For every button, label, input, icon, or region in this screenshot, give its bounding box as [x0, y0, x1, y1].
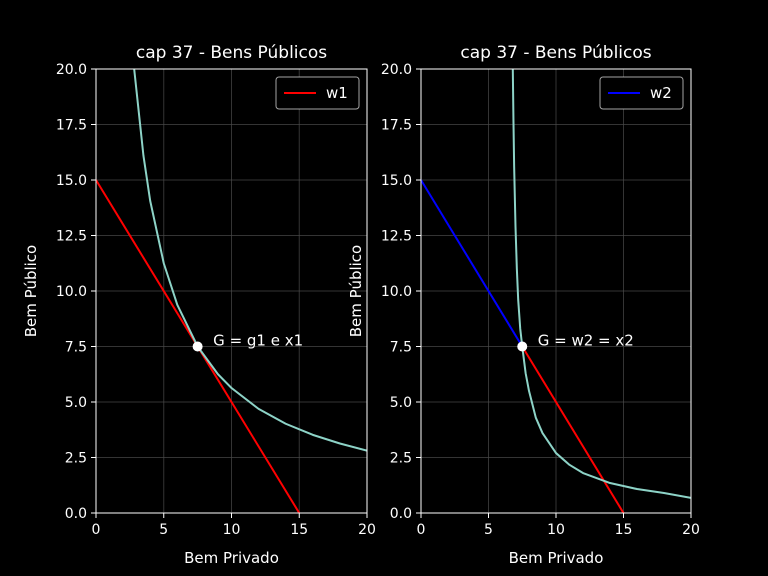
x-tick-label: 20	[682, 522, 700, 538]
x-tick-label: 10	[547, 522, 565, 538]
annotation-text: G = g1 e x1	[213, 332, 303, 350]
legend-label: w1	[326, 84, 348, 102]
y-axis-label: Bem Público	[347, 245, 365, 337]
indifference-curve	[511, 69, 691, 499]
x-tick-label: 5	[484, 522, 493, 538]
y-tick-label: 0.0	[65, 506, 87, 522]
x-tick-label: 0	[92, 522, 101, 538]
y-tick-label: 20.0	[56, 62, 87, 78]
equilibrium-point	[192, 341, 203, 352]
y-tick-label: 5.0	[390, 395, 412, 411]
x-axis-label: Bem Privado	[184, 549, 279, 567]
chart-title: cap 37 - Bens Públicos	[136, 43, 327, 63]
x-tick-label: 0	[417, 522, 426, 538]
x-tick-label: 10	[223, 522, 241, 538]
annotation-text: G = w2 = x2	[538, 332, 634, 350]
y-tick-label: 2.5	[65, 451, 87, 467]
y-tick-label: 7.5	[65, 340, 87, 356]
x-axis-label: Bem Privado	[509, 549, 604, 567]
y-tick-label: 15.0	[381, 173, 412, 189]
y-tick-label: 20.0	[381, 62, 412, 78]
y-axis-label: Bem Público	[22, 245, 40, 337]
series-line-segment-0	[521, 345, 625, 513]
y-tick-label: 0.0	[390, 506, 412, 522]
legend: w1	[275, 76, 360, 110]
legend-box	[599, 76, 684, 110]
legend-box	[275, 76, 360, 110]
y-tick-label: 7.5	[390, 340, 412, 356]
y-tick-label: 17.5	[381, 118, 412, 134]
legend-label: w2	[650, 84, 672, 102]
y-tick-label: 17.5	[56, 118, 87, 134]
series-line-w2	[421, 179, 524, 348]
y-tick-label: 2.5	[390, 451, 412, 467]
indifference-curve	[133, 69, 367, 452]
plot-area	[421, 69, 691, 513]
chart-title: cap 37 - Bens Públicos	[460, 43, 651, 63]
y-tick-label: 10.0	[56, 284, 87, 300]
x-tick-label: 15	[615, 522, 633, 538]
legend: w2	[599, 76, 684, 110]
y-tick-label: 12.5	[381, 229, 412, 245]
x-tick-label: 15	[290, 522, 308, 538]
x-tick-label: 5	[159, 522, 168, 538]
y-tick-label: 5.0	[65, 395, 87, 411]
y-tick-label: 15.0	[56, 173, 87, 189]
x-tick-label: 20	[358, 522, 376, 538]
y-tick-label: 10.0	[381, 284, 412, 300]
equilibrium-point	[517, 341, 528, 352]
chart-panel-2: G = w2 = x2 0 5 10 15 20 0.0 2.5 5.0 7.5 10.0 12.5 1…	[347, 43, 700, 567]
y-tick-label: 12.5	[56, 229, 87, 245]
chart-panel-1: G = g1 e x1 0 5 10 15 20 0.0 2.5 5.0 7.5 10.0 12.5 1…	[22, 43, 376, 567]
